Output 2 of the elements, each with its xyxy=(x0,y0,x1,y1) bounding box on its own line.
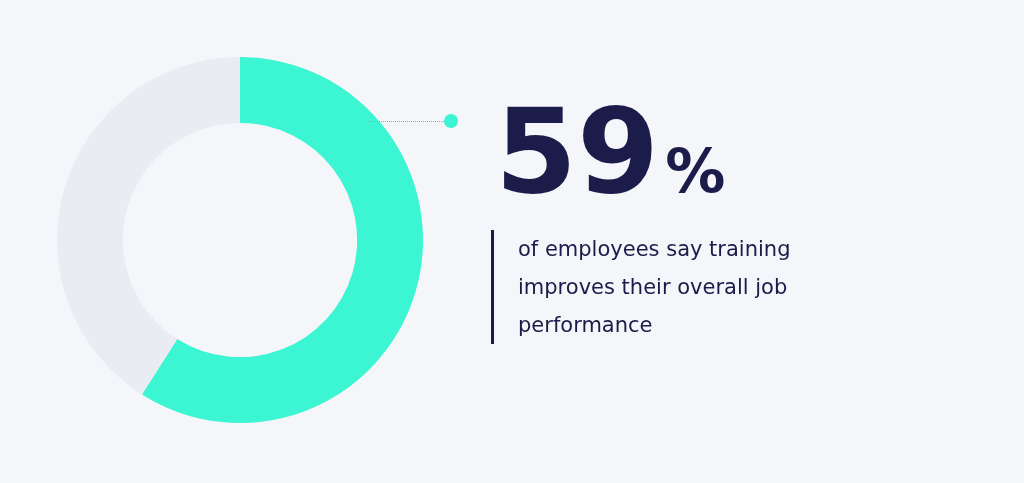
text: of employees say training improves their overall job performance xyxy=(491,230,878,344)
data-label: 59% xyxy=(495,82,726,220)
